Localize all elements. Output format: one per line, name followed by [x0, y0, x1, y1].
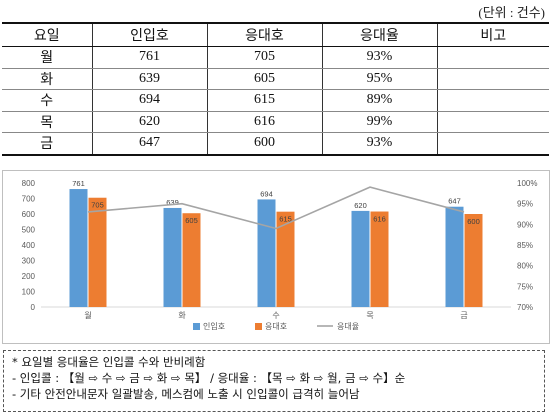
remark-cell: [436, 89, 549, 112]
rate-cell: 93%: [321, 132, 438, 156]
rate-cell: 89%: [321, 89, 438, 112]
day-cell: 목: [2, 111, 93, 133]
chart-container: 0 100 200 300 400 500 600 700 800 70% 75% 80% 85% 90%…: [2, 170, 550, 344]
answered-cell: 615: [206, 89, 323, 112]
rate-cell: 95%: [321, 68, 438, 90]
header-cell: 인입호: [91, 22, 208, 47]
header-cell: 응대호: [206, 22, 323, 47]
x-tick-label: 수: [272, 311, 279, 320]
data-label: 639: [166, 198, 179, 207]
data-label: 647: [448, 197, 461, 206]
incoming-cell: 647: [91, 132, 208, 156]
incoming-cell: 639: [91, 68, 208, 90]
remark-cell: [436, 132, 549, 156]
legend-label: 응대율: [337, 322, 359, 331]
note-line: - 기타 안전안내문자 일괄발송, 메스컴에 노출 시 인입콜이 급격히 늘어남: [12, 387, 360, 401]
notes-box: * 요일별 응대율은 인입콜 수와 반비례함 - 인입콜 : 【월 ⇨ 수 ⇨ …: [3, 350, 545, 412]
table-header-row: 요일 인입호 응대호 응대율 비고: [2, 22, 549, 47]
data-label: 694: [260, 189, 273, 198]
bar-응대호: [88, 197, 107, 307]
x-tick-label: 월: [84, 310, 91, 320]
x-tick-label: 금: [460, 311, 467, 320]
header-cell: 응대율: [321, 22, 438, 47]
answered-cell: 600: [206, 132, 323, 156]
answered-cell: 616: [206, 111, 323, 133]
y-tick-label: 800: [22, 179, 36, 188]
header-cell: 비고: [436, 22, 549, 47]
bar-인입호: [351, 210, 370, 307]
bar-응대호: [182, 213, 201, 307]
x-tick-label: 목: [366, 311, 373, 320]
remark-cell: [436, 46, 549, 69]
data-label: 615: [279, 215, 292, 224]
answered-cell: 605: [206, 68, 323, 90]
remark-cell: [436, 111, 549, 133]
line-응대율: [87, 186, 465, 230]
data-label: 705: [91, 201, 104, 210]
y-tick-label: 0: [31, 303, 36, 312]
y2-tick-label: 90%: [517, 220, 533, 229]
bar-응대호: [370, 211, 389, 307]
y2-tick-label: 100%: [517, 179, 537, 188]
header-cell: 요일: [2, 22, 93, 47]
data-label: 620: [354, 201, 367, 210]
day-cell: 금: [2, 132, 93, 156]
table-row: 수 694 615 89%: [2, 89, 549, 112]
rate-cell: 93%: [321, 46, 438, 69]
bar-인입호: [69, 189, 88, 307]
y2-tick-label: 70%: [517, 303, 533, 312]
x-tick-label: 화: [178, 311, 186, 320]
bar-인입호: [163, 207, 182, 307]
y2-tick-label: 95%: [517, 200, 533, 209]
y-tick-label: 100: [22, 288, 36, 297]
y2-tick-label: 80%: [517, 262, 533, 271]
y-tick-label: 200: [22, 272, 36, 281]
bar-응대호: [276, 211, 295, 307]
table-row: 월 761 705 93%: [2, 46, 549, 69]
table-row: 화 639 605 95%: [2, 68, 549, 90]
data-label: 761: [72, 179, 85, 188]
y2-tick-label: 75%: [517, 282, 533, 291]
data-label: 616: [373, 215, 386, 224]
day-cell: 화: [2, 68, 93, 90]
y-tick-label: 500: [22, 226, 36, 235]
incoming-cell: 620: [91, 111, 208, 133]
bar-인입호: [445, 206, 464, 307]
combo-chart: 0 100 200 300 400 500 600 700 800 70% 75% 80% 85% 90%…: [22, 179, 538, 331]
y-tick-label: 700: [22, 195, 36, 204]
day-cell: 월: [2, 46, 93, 69]
incoming-cell: 694: [91, 89, 208, 112]
note-line: - 인입콜 : 【월 ⇨ 수 ⇨ 금 ⇨ 화 ⇨ 목】 / 응대율 : 【목 ⇨…: [12, 371, 406, 385]
y-tick-label: 300: [22, 257, 36, 266]
y-tick-label: 400: [22, 241, 36, 250]
legend-label: 인입호: [203, 321, 225, 331]
bar-인입호: [257, 199, 276, 307]
call-stats-table: 요일 인입호 응대호 응대율 비고 월 761 705 93% 화 639 60…: [2, 22, 549, 156]
remark-cell: [436, 68, 549, 90]
table-row: 금 647 600 93%: [2, 132, 549, 156]
answered-cell: 705: [206, 46, 323, 69]
incoming-cell: 761: [91, 46, 208, 69]
table-row: 목 620 616 99%: [2, 111, 549, 133]
legend-swatch: [255, 323, 262, 330]
rate-cell: 99%: [321, 111, 438, 133]
note-line: * 요일별 응대율은 인입콜 수와 반비례함: [12, 355, 206, 369]
legend-label: 응대호: [265, 322, 287, 331]
y2-tick-label: 85%: [517, 241, 533, 250]
bar-응대호: [464, 214, 483, 307]
y-tick-label: 600: [22, 210, 36, 219]
data-label: 600: [467, 217, 480, 226]
day-cell: 수: [2, 89, 93, 112]
unit-label: (단위 : 건수): [478, 5, 545, 20]
legend-swatch: [193, 323, 200, 330]
data-label: 605: [185, 216, 198, 225]
